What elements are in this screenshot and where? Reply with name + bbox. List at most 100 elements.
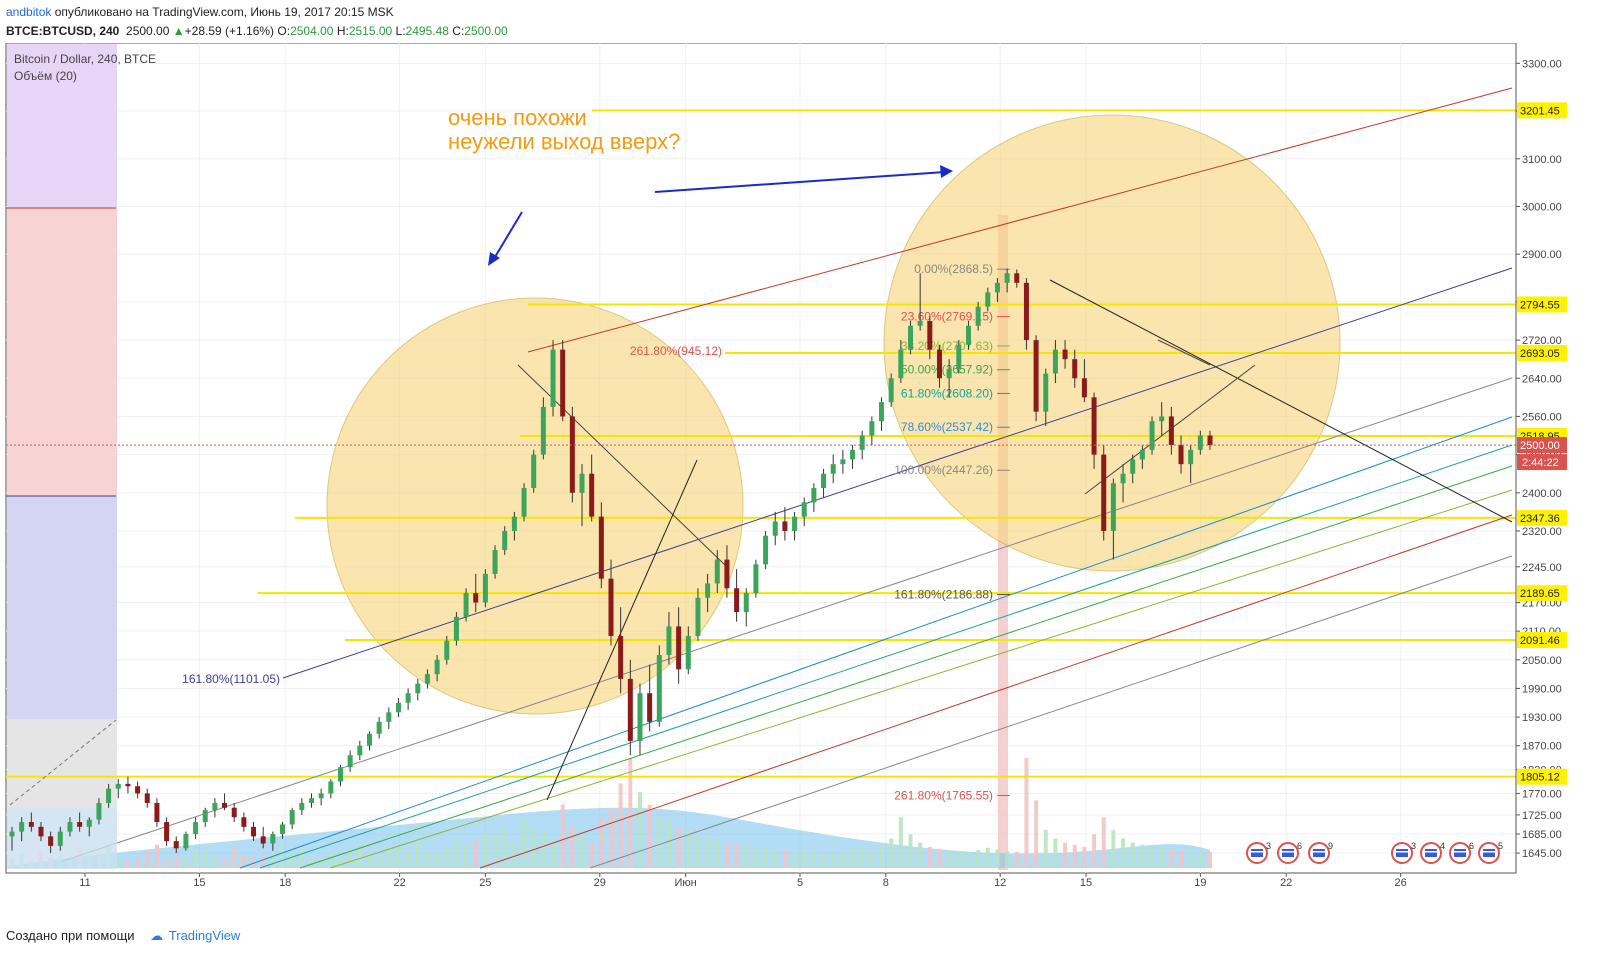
last-price-badge-label: 2500.00 bbox=[1520, 440, 1560, 452]
candle-body bbox=[1178, 445, 1184, 465]
candle-body bbox=[318, 793, 324, 799]
candle-body bbox=[676, 626, 682, 670]
x-tick-label: 22 bbox=[1280, 877, 1292, 889]
volume-bar bbox=[647, 804, 652, 868]
x-tick-label: 19 bbox=[1194, 877, 1206, 889]
x-tick-label: 5 bbox=[797, 877, 803, 889]
candle-body bbox=[666, 626, 672, 656]
level-badge bbox=[1517, 102, 1567, 119]
channel-line bbox=[329, 489, 1513, 869]
candle-body bbox=[695, 597, 701, 636]
volume-bar bbox=[1179, 849, 1184, 868]
volume-bar bbox=[1005, 851, 1010, 868]
event-flag-icon bbox=[1425, 849, 1437, 857]
volume-bar bbox=[821, 852, 826, 868]
event-flag-icon bbox=[1483, 851, 1495, 853]
candle-body bbox=[637, 693, 643, 741]
volume-bar bbox=[879, 844, 884, 868]
volume-bar bbox=[406, 851, 411, 868]
x-tick-label: 22 bbox=[393, 877, 405, 889]
y-tick-label: 2245.00 bbox=[1522, 562, 1562, 574]
candle-body bbox=[251, 826, 257, 837]
candle-body bbox=[202, 810, 208, 823]
channel-line bbox=[527, 87, 1513, 353]
close-label: C: bbox=[452, 24, 465, 38]
fib-level-label: 161.80%(2186.88) bbox=[894, 587, 993, 601]
candle-body bbox=[38, 826, 44, 837]
volume-bar bbox=[135, 857, 140, 868]
candle-body bbox=[1101, 454, 1107, 531]
candle-body bbox=[917, 321, 923, 326]
level-badge-label: 1805.12 bbox=[1520, 772, 1560, 784]
candle-body bbox=[125, 783, 131, 787]
tradingview-logo-icon[interactable]: ☁ bbox=[150, 928, 164, 943]
candle-body bbox=[280, 824, 286, 834]
volume-bar bbox=[705, 838, 710, 868]
candle-body bbox=[908, 325, 913, 350]
level-badge-label: 2693.05 bbox=[1520, 348, 1560, 360]
volume-bar bbox=[261, 853, 266, 868]
volume-bar bbox=[425, 850, 430, 868]
fib-level-label: 261.80%(1765.55) bbox=[894, 789, 993, 803]
volume-bar bbox=[309, 855, 314, 868]
volume-bar bbox=[1188, 850, 1193, 868]
candle-body bbox=[57, 831, 63, 846]
y-tick-label: 2640.00 bbox=[1522, 373, 1562, 385]
candle-body bbox=[782, 521, 788, 531]
x-tick-label: 26 bbox=[1394, 877, 1406, 889]
volume-indicator-label: Объём (20) bbox=[14, 69, 77, 83]
triangle-line bbox=[1157, 339, 1211, 366]
candle-body bbox=[144, 793, 150, 803]
candle-body bbox=[183, 833, 189, 849]
price-change: +28.59 (+1.16%) bbox=[184, 24, 275, 38]
channel-line bbox=[282, 267, 1513, 679]
open-value: 2504.00 bbox=[290, 24, 334, 38]
event-flag-icon bbox=[1396, 851, 1408, 853]
candle-body bbox=[86, 819, 92, 827]
volume-bar bbox=[792, 851, 797, 868]
candle-body bbox=[1014, 273, 1020, 283]
candle-body bbox=[763, 535, 769, 565]
tradingview-brand[interactable]: TradingView bbox=[168, 928, 241, 943]
y-tick-label: 2900.00 bbox=[1522, 249, 1562, 261]
x-tick-label: 15 bbox=[193, 877, 205, 889]
volume-bar bbox=[995, 849, 1000, 868]
candle-body bbox=[656, 655, 662, 722]
fib-level-label: 61.80%(2608.20) bbox=[901, 386, 993, 400]
candle-body bbox=[1062, 349, 1068, 360]
fib-level-label: 100.00%(2447.26) bbox=[894, 463, 993, 477]
x-tick-label: 11 bbox=[79, 877, 90, 889]
candle-body bbox=[48, 836, 54, 846]
volume-bar bbox=[1198, 851, 1203, 868]
volume-bar bbox=[1169, 848, 1174, 868]
triangle-line bbox=[1049, 279, 1513, 523]
candle-body bbox=[994, 282, 1000, 293]
event-flag-icon bbox=[1483, 849, 1495, 857]
volume-bar bbox=[1072, 844, 1077, 868]
candle-body bbox=[743, 593, 749, 613]
arrow-head-icon bbox=[488, 252, 500, 266]
change-up-icon: ▲ bbox=[172, 24, 185, 38]
arrow-right-icon bbox=[654, 171, 946, 193]
candle-body bbox=[859, 435, 865, 450]
candle-body bbox=[1207, 435, 1213, 446]
level-badge bbox=[1517, 632, 1567, 649]
volume-bar bbox=[734, 843, 739, 868]
candle-body bbox=[946, 368, 952, 379]
volume-bar bbox=[522, 821, 527, 868]
price-chart[interactable]: 0.00%(2868.5) 23.60%(2769.15) 38.20%(2707.… bbox=[0, 43, 1623, 920]
candle-body bbox=[1139, 449, 1145, 460]
volume-bar bbox=[125, 860, 130, 868]
candle-body bbox=[1033, 340, 1039, 412]
volume-bar bbox=[377, 856, 382, 868]
candle-body bbox=[415, 683, 421, 694]
volume-bar bbox=[1111, 829, 1116, 868]
y-tick-label: 1685.00 bbox=[1522, 829, 1562, 841]
author-link[interactable]: andbitok bbox=[6, 5, 52, 19]
candle-body bbox=[1130, 459, 1136, 474]
candle-body bbox=[96, 802, 102, 820]
candle-body bbox=[492, 550, 498, 574]
arrow-head-icon bbox=[940, 165, 953, 178]
event-flag-icon bbox=[1454, 851, 1466, 853]
open-label: O: bbox=[277, 24, 291, 38]
